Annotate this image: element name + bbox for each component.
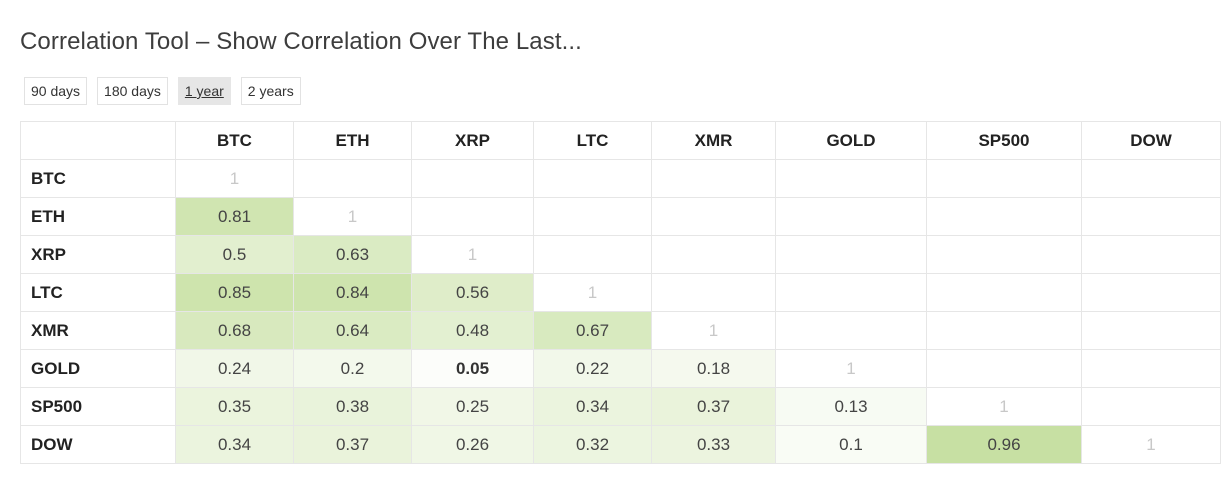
correlation-cell [775, 197, 927, 236]
correlation-cell: 0.34 [533, 387, 652, 426]
correlation-cell [1081, 159, 1221, 198]
correlation-cell: 0.37 [651, 387, 776, 426]
correlation-cell [1081, 311, 1221, 350]
correlation-cell [1081, 273, 1221, 312]
correlation-cell: 0.32 [533, 425, 652, 464]
correlation-cell: 1 [533, 273, 652, 312]
correlation-cell: 0.24 [175, 349, 294, 388]
correlation-cell: 0.81 [175, 197, 294, 236]
correlation-cell: 0.05 [411, 349, 534, 388]
correlation-cell: 0.67 [533, 311, 652, 350]
correlation-cell: 1 [775, 349, 927, 388]
correlation-cell [411, 197, 534, 236]
correlation-cell [651, 235, 776, 274]
page-title: Correlation Tool – Show Correlation Over… [20, 28, 582, 55]
correlation-cell: 0.26 [411, 425, 534, 464]
column-header-btc: BTC [175, 121, 294, 160]
matrix-header-row: BTC ETH XRP LTC XMR GOLD SP500 DOW [20, 121, 1221, 160]
correlation-cell: 0.25 [411, 387, 534, 426]
correlation-cell [926, 349, 1082, 388]
matrix-row-gold: GOLD 0.24 0.2 0.05 0.22 0.18 1 [20, 349, 1221, 388]
row-header-sp500: SP500 [20, 387, 176, 426]
range-selector: 90 days 180 days 1 year 2 years [24, 77, 301, 105]
correlation-cell [1081, 387, 1221, 426]
correlation-cell: 0.18 [651, 349, 776, 388]
correlation-cell: 0.68 [175, 311, 294, 350]
correlation-cell [651, 273, 776, 312]
correlation-cell: 0.63 [293, 235, 412, 274]
correlation-cell [775, 235, 927, 274]
correlation-cell [651, 197, 776, 236]
correlation-cell [1081, 349, 1221, 388]
correlation-cell: 0.13 [775, 387, 927, 426]
correlation-matrix: BTC ETH XRP LTC XMR GOLD SP500 DOW BTC 1 ETH 0.81 1… [20, 121, 1221, 464]
correlation-cell [775, 311, 927, 350]
column-header-ltc: LTC [533, 121, 652, 160]
correlation-cell: 0.35 [175, 387, 294, 426]
correlation-cell [1081, 235, 1221, 274]
matrix-row-eth: ETH 0.81 1 [20, 197, 1221, 236]
column-header-sp500: SP500 [926, 121, 1082, 160]
correlation-cell [926, 197, 1082, 236]
column-header-xmr: XMR [651, 121, 776, 160]
matrix-row-xrp: XRP 0.5 0.63 1 [20, 235, 1221, 274]
correlation-cell: 0.85 [175, 273, 294, 312]
correlation-cell [926, 311, 1082, 350]
row-header-btc: BTC [20, 159, 176, 198]
matrix-corner-cell [20, 121, 176, 160]
column-header-gold: GOLD [775, 121, 927, 160]
column-header-xrp: XRP [411, 121, 534, 160]
correlation-cell: 0.22 [533, 349, 652, 388]
range-button-2-years[interactable]: 2 years [240, 77, 301, 105]
correlation-cell: 0.56 [411, 273, 534, 312]
correlation-cell: 0.5 [175, 235, 294, 274]
row-header-xrp: XRP [20, 235, 176, 274]
range-button-90-days[interactable]: 90 days [24, 77, 88, 105]
correlation-cell: 1 [293, 197, 412, 236]
correlation-cell: 1 [651, 311, 776, 350]
matrix-row-dow: DOW 0.34 0.37 0.26 0.32 0.33 0.1 0.96 1 [20, 425, 1221, 464]
correlation-cell: 0.48 [411, 311, 534, 350]
correlation-cell [926, 273, 1082, 312]
correlation-cell: 0.33 [651, 425, 776, 464]
correlation-cell: 0.84 [293, 273, 412, 312]
matrix-row-btc: BTC 1 [20, 159, 1221, 198]
row-header-xmr: XMR [20, 311, 176, 350]
correlation-cell [651, 159, 776, 198]
correlation-cell [1081, 197, 1221, 236]
correlation-cell: 0.64 [293, 311, 412, 350]
correlation-cell: 0.96 [926, 425, 1082, 464]
row-header-gold: GOLD [20, 349, 176, 388]
correlation-cell [775, 273, 927, 312]
correlation-cell [926, 159, 1082, 198]
correlation-cell: 1 [411, 235, 534, 274]
correlation-cell [293, 159, 412, 198]
correlation-cell: 0.38 [293, 387, 412, 426]
correlation-cell [533, 159, 652, 198]
correlation-cell [926, 235, 1082, 274]
correlation-cell [533, 235, 652, 274]
correlation-cell [411, 159, 534, 198]
matrix-row-xmr: XMR 0.68 0.64 0.48 0.67 1 [20, 311, 1221, 350]
row-header-dow: DOW [20, 425, 176, 464]
column-header-eth: ETH [293, 121, 412, 160]
matrix-row-sp500: SP500 0.35 0.38 0.25 0.34 0.37 0.13 1 [20, 387, 1221, 426]
correlation-cell: 1 [926, 387, 1082, 426]
correlation-cell [775, 159, 927, 198]
correlation-cell: 0.34 [175, 425, 294, 464]
range-button-180-days[interactable]: 180 days [97, 77, 168, 105]
range-button-1-year[interactable]: 1 year [177, 77, 231, 105]
correlation-cell: 1 [175, 159, 294, 198]
column-header-dow: DOW [1081, 121, 1221, 160]
correlation-cell: 0.37 [293, 425, 412, 464]
correlation-cell [533, 197, 652, 236]
correlation-cell: 1 [1081, 425, 1221, 464]
matrix-row-ltc: LTC 0.85 0.84 0.56 1 [20, 273, 1221, 312]
row-header-ltc: LTC [20, 273, 176, 312]
correlation-cell: 0.2 [293, 349, 412, 388]
row-header-eth: ETH [20, 197, 176, 236]
correlation-cell: 0.1 [775, 425, 927, 464]
